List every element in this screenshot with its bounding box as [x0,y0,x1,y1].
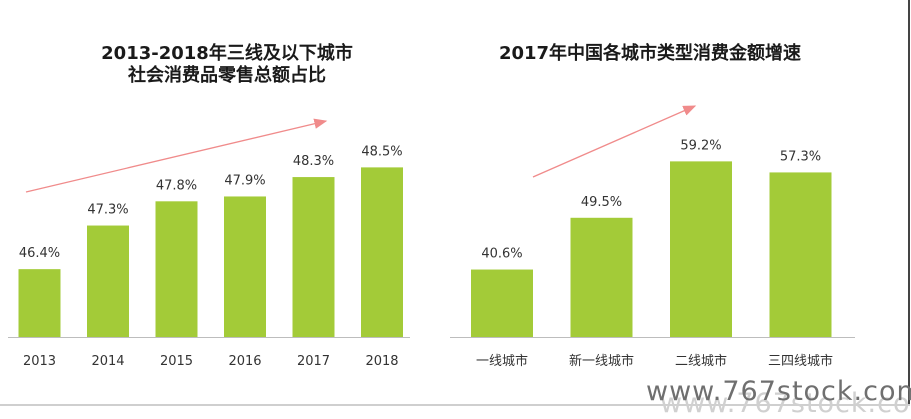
bar-2013 [18,269,61,337]
x-tick-label: 三四线城市 [768,353,833,369]
data-label: 48.3% [293,154,334,169]
data-label: 47.8% [156,178,197,193]
bar-新一线城市 [570,217,633,337]
bar-2016 [224,196,266,337]
frame-right-border [908,0,910,405]
bar-2017 [292,177,335,337]
bar-2018 [361,167,403,337]
data-label: 40.6% [481,247,522,262]
watermark-shadow: www.767stock.com [660,388,911,419]
bar-一线城市 [471,269,533,337]
bar-二线城市 [670,161,732,337]
trend-arrow [25,118,328,193]
bar-三四线城市 [769,172,832,337]
bar-2014 [87,225,129,337]
x-tick-label: 2016 [228,354,261,369]
data-label: 48.5% [361,144,402,159]
bar-2015 [155,201,198,337]
x-tick-label: 2017 [297,354,330,369]
chart-right: 2017年中国各城市类型消费金额增速 40.6% 一线城市 49.5% 新一线城市 59… [450,42,855,369]
x-tick-label: 2015 [160,354,193,369]
trend-arrow [532,105,697,178]
chart-left-subtitle: 社会消费品零售总额占比 [128,64,326,86]
data-label: 47.9% [224,173,265,188]
chart-left: 2013-2018年三线及以下城市 社会消费品零售总额占比 46.4% 2013 4… [8,42,410,369]
x-tick-label: 二线城市 [675,353,727,369]
data-label: 59.2% [680,138,721,153]
chart-right-title: 2017年中国各城市类型消费金额增速 [499,42,801,64]
x-tick-label: 一线城市 [476,353,528,369]
x-tick-label: 2013 [23,354,56,369]
x-tick-label: 2018 [365,354,398,369]
data-label: 46.4% [19,246,60,261]
data-label: 57.3% [780,149,821,164]
x-tick-label: 新一线城市 [569,353,634,369]
watermark: www.767stock.com [646,376,911,407]
x-tick-label: 2014 [91,354,124,369]
frame-bottom-border [0,404,910,406]
data-label: 49.5% [581,195,622,210]
chart-left-title: 2013-2018年三线及以下城市 [101,42,353,64]
data-label: 47.3% [87,203,128,218]
